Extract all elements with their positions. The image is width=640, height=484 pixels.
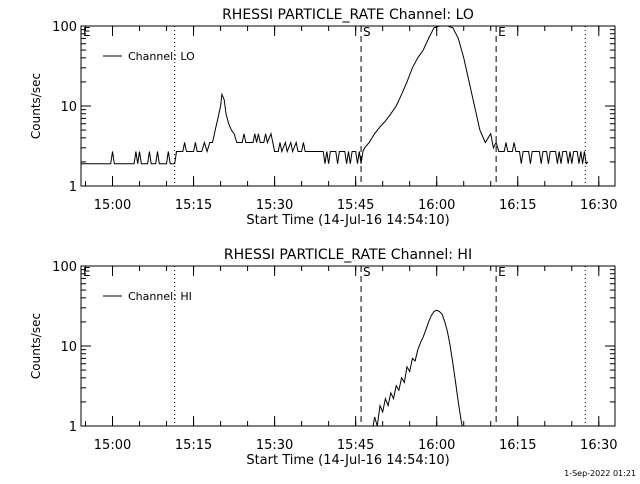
lo-x-tick-label: 16:00 [418,198,455,213]
lo-channel-panel: RHESSI PARTICLE_RATE Channel: LO Counts/s… [29,7,618,228]
hi-x-tick-label: 16:15 [499,438,536,453]
hi-channel-panel: RHESSI PARTICLE_RATE Channel: HI Counts/s… [29,247,618,468]
lo-marker-label: S [363,25,371,39]
lo-legend-entry: Channel: LO [128,50,195,63]
hi-x-tick-label: 15:00 [94,438,131,453]
hi-x-tick-label: 15:30 [256,438,293,453]
hi-y-tick-label: 1 [69,420,77,435]
hi-x-axis-label: Start Time (14-Jul-16 14:54:10) [246,453,449,468]
hi-marker-label: S [363,265,371,279]
hi-series-line-0 [372,309,463,426]
hi-marker-label: E [83,265,91,279]
hi-x-tick-label: 16:00 [418,438,455,453]
footer-timestamp: 1-Sep-2022 01:21 [564,469,636,478]
lo-series-line-0 [81,26,589,165]
lo-marker-label: E [498,25,506,39]
lo-x-axis-label: Start Time (14-Jul-16 14:54:10) [246,213,449,228]
hi-x-tick-label: 15:45 [337,438,374,453]
hi-x-tick-label: 15:15 [175,438,212,453]
hi-x-tick-label: 16:30 [580,438,617,453]
lo-x-tick-label: 15:15 [175,198,212,213]
hi-chart-title: RHESSI PARTICLE_RATE Channel: HI [224,247,472,263]
lo-x-tick-label: 15:30 [256,198,293,213]
hi-y-tick-label: 10 [60,340,77,355]
lo-chart-title: RHESSI PARTICLE_RATE Channel: LO [222,7,474,23]
lo-x-tick-label: 16:30 [580,198,617,213]
lo-y-tick-label: 10 [60,100,77,115]
hi-y-tick-label: 100 [52,260,77,275]
lo-x-tick-label: 15:45 [337,198,374,213]
lo-y-tick-label: 100 [52,20,77,35]
hi-marker-label: E [498,265,506,279]
lo-y-axis-label: Counts/sec [29,73,43,139]
hi-legend-entry: Channel: HI [128,290,192,303]
lo-y-tick-label: 1 [69,180,77,195]
hi-y-axis-label: Counts/sec [29,313,43,379]
lo-marker-label: E [83,25,91,39]
lo-x-tick-label: 15:00 [94,198,131,213]
lo-x-tick-label: 16:15 [499,198,536,213]
